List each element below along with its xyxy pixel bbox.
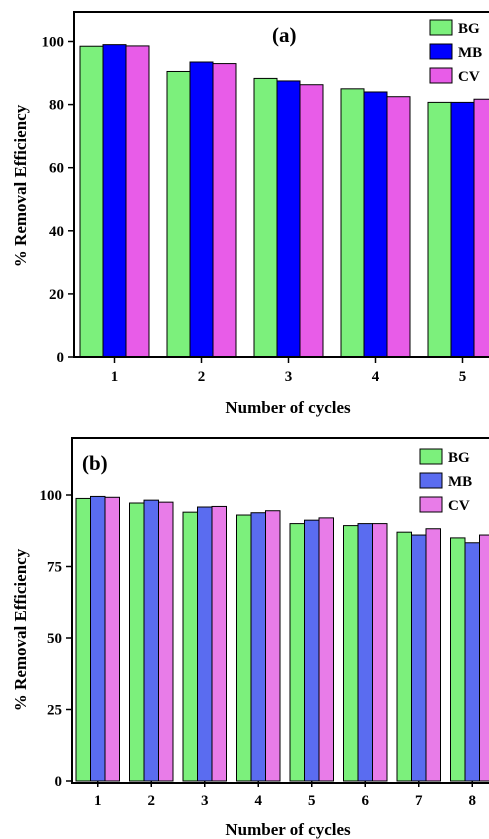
y-axis-a: 0 20 40 60 80 100 xyxy=(42,35,74,366)
bars-b xyxy=(75,495,489,782)
y-tick-label: 100 xyxy=(42,35,65,51)
bar-bg-cycle-5 xyxy=(427,101,452,358)
bar-cv-cycle-2 xyxy=(158,501,174,782)
y-tick-label: 50 xyxy=(47,631,62,647)
legend-label-mb: MB xyxy=(458,45,482,61)
bar-bg-cycle-3 xyxy=(182,511,198,782)
bar-cv-cycle-7 xyxy=(425,528,441,782)
bar-cv-cycle-2 xyxy=(212,63,237,358)
legend-b: BG MB CV xyxy=(419,448,472,514)
y-tick-label: 20 xyxy=(49,287,64,303)
y-tick-label: 25 xyxy=(47,703,62,719)
legend-swatch-cv xyxy=(419,496,443,513)
x-tick-label: 2 xyxy=(148,793,156,809)
panel-label-b: (b) xyxy=(82,451,108,475)
chart-panel-b: 0 25 50 75 100 1 2 3 4 5 6 7 8 (b) Number of cycles… xyxy=(11,437,489,839)
legend-swatch-cv xyxy=(429,67,453,84)
bar-cv-cycle-4 xyxy=(386,96,411,358)
legend-swatch-bg xyxy=(429,19,453,36)
bar-cv-cycle-5 xyxy=(473,98,489,358)
legend-a: BG MB CV xyxy=(429,19,482,85)
legend-label-bg: BG xyxy=(458,21,480,37)
x-tick-label: 4 xyxy=(255,793,263,809)
legend-swatch-mb xyxy=(419,472,443,489)
x-axis-title-b: Number of cycles xyxy=(225,820,351,839)
y-tick-label: 75 xyxy=(47,560,62,576)
bars-a xyxy=(79,44,489,358)
bar-bg-cycle-6 xyxy=(343,525,359,782)
bar-bg-cycle-2 xyxy=(166,70,191,358)
x-tick-label: 4 xyxy=(372,369,380,385)
bar-cv-cycle-3 xyxy=(299,84,324,358)
bar-cv-cycle-5 xyxy=(318,517,334,782)
bar-mb-cycle-5 xyxy=(450,101,475,358)
x-axis-a: 1 2 3 4 5 xyxy=(111,357,467,385)
y-tick-label: 100 xyxy=(40,488,63,504)
plot-frame-b xyxy=(71,437,489,784)
legend-label-mb: MB xyxy=(448,474,472,490)
bar-bg-cycle-2 xyxy=(129,502,145,782)
bar-mb-cycle-3 xyxy=(197,506,213,782)
bar-mb-cycle-2 xyxy=(143,499,159,782)
bar-bg-cycle-7 xyxy=(396,531,412,782)
bar-cv-cycle-1 xyxy=(125,45,150,358)
bar-cv-cycle-1 xyxy=(104,496,120,782)
bar-mb-cycle-4 xyxy=(363,91,388,358)
bar-bg-cycle-4 xyxy=(236,514,252,782)
bar-cv-cycle-8 xyxy=(479,534,489,782)
legend-swatch-bg xyxy=(419,448,443,465)
bar-bg-cycle-4 xyxy=(340,88,365,358)
y-axis-title-a: % Removal Efficiency xyxy=(11,104,30,267)
x-tick-label: 6 xyxy=(362,793,370,809)
legend-swatch-mb xyxy=(429,43,453,60)
x-tick-label: 3 xyxy=(201,793,209,809)
bar-cv-cycle-6 xyxy=(372,523,388,782)
bar-cv-cycle-4 xyxy=(265,510,281,782)
bar-bg-cycle-3 xyxy=(253,77,278,358)
bar-mb-cycle-2 xyxy=(189,61,214,358)
x-tick-label: 5 xyxy=(308,793,316,809)
y-tick-label: 40 xyxy=(49,224,64,240)
bar-mb-cycle-3 xyxy=(276,80,301,358)
y-tick-label: 0 xyxy=(57,350,65,366)
y-tick-label: 60 xyxy=(49,161,64,177)
x-tick-label: 5 xyxy=(459,369,467,385)
legend-label-cv: CV xyxy=(458,69,480,85)
bar-bg-cycle-5 xyxy=(289,523,305,782)
bar-mb-cycle-4 xyxy=(250,512,266,782)
x-tick-label: 1 xyxy=(111,369,119,385)
bar-mb-cycle-6 xyxy=(357,523,373,782)
y-tick-label: 80 xyxy=(49,98,64,114)
bar-cv-cycle-3 xyxy=(211,505,227,782)
y-tick-label: 0 xyxy=(55,774,63,790)
x-tick-label: 1 xyxy=(94,793,102,809)
bar-mb-cycle-1 xyxy=(102,44,127,358)
y-axis-b: 0 25 50 75 100 xyxy=(40,488,72,790)
bar-bg-cycle-1 xyxy=(79,45,104,358)
legend-label-bg: BG xyxy=(448,450,470,466)
bar-mb-cycle-5 xyxy=(304,519,320,782)
panel-label-a: (a) xyxy=(272,23,297,47)
x-tick-label: 8 xyxy=(469,793,477,809)
bar-mb-cycle-1 xyxy=(90,495,106,782)
x-axis-b: 1 2 3 4 5 6 7 8 xyxy=(94,781,476,809)
x-axis-title-a: Number of cycles xyxy=(225,398,351,417)
x-tick-label: 2 xyxy=(198,369,206,385)
bar-mb-cycle-8 xyxy=(464,542,480,782)
legend-label-cv: CV xyxy=(448,498,470,514)
x-tick-label: 7 xyxy=(415,793,423,809)
bar-bg-cycle-8 xyxy=(450,537,466,782)
bar-mb-cycle-7 xyxy=(411,534,427,782)
bar-bg-cycle-1 xyxy=(75,497,91,782)
x-tick-label: 3 xyxy=(285,369,293,385)
y-axis-title-b: % Removal Efficiency xyxy=(11,548,30,711)
